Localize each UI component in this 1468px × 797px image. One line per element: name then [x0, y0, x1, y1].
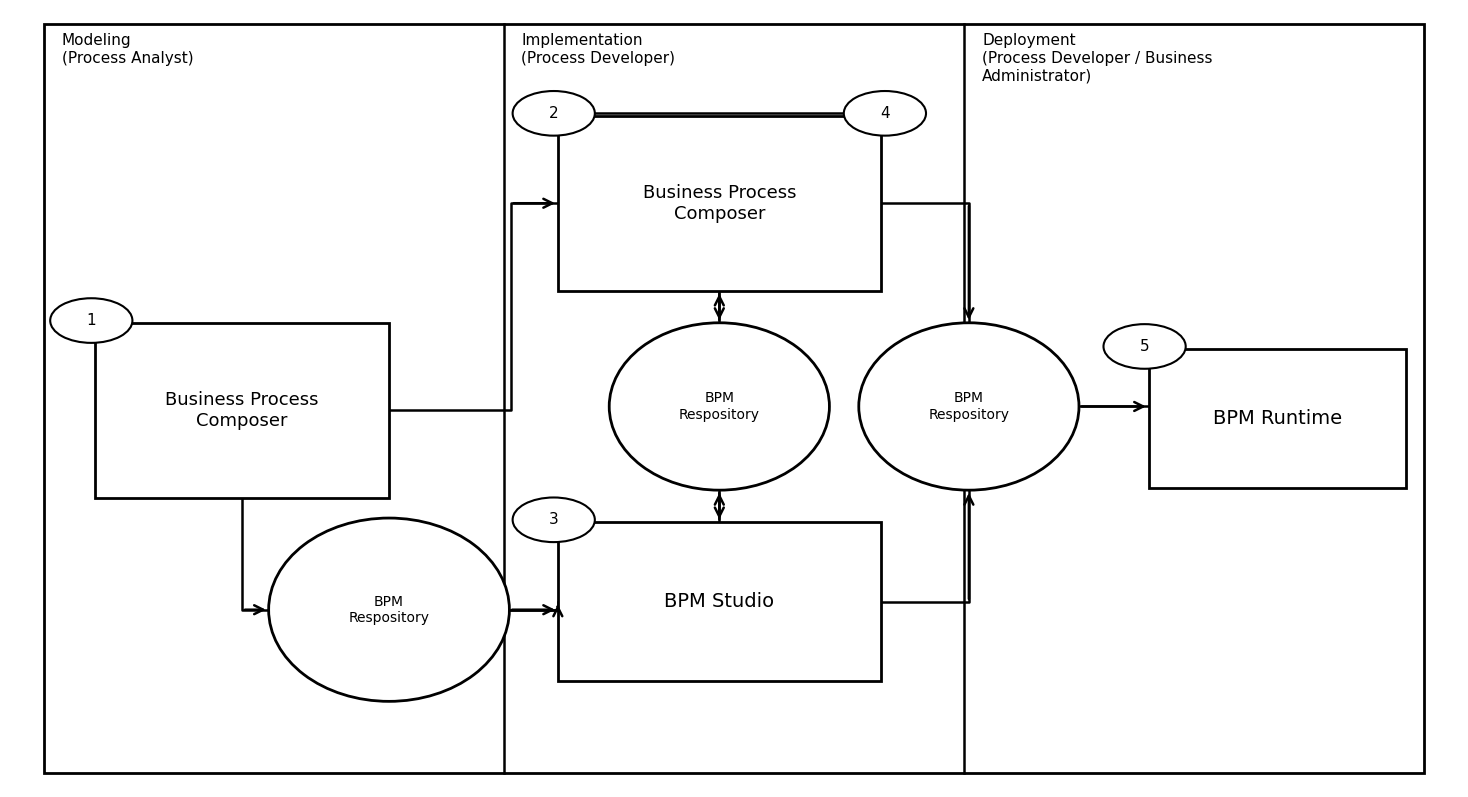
Bar: [1148, 349, 1406, 488]
Text: BPM
Respository: BPM Respository: [678, 391, 760, 422]
Circle shape: [844, 91, 926, 135]
Text: 2: 2: [549, 106, 558, 121]
Text: Implementation
(Process Developer): Implementation (Process Developer): [521, 33, 675, 66]
Ellipse shape: [609, 323, 829, 490]
Text: 3: 3: [549, 512, 559, 528]
Text: 5: 5: [1139, 339, 1149, 354]
Text: Business Process
Composer: Business Process Composer: [643, 184, 796, 222]
Text: BPM
Respository: BPM Respository: [348, 595, 430, 625]
Text: BPM Runtime: BPM Runtime: [1213, 409, 1342, 428]
Bar: [558, 522, 881, 681]
Text: BPM Studio: BPM Studio: [664, 592, 775, 611]
Text: 1: 1: [87, 313, 95, 328]
Text: 4: 4: [881, 106, 890, 121]
Text: Modeling
(Process Analyst): Modeling (Process Analyst): [62, 33, 194, 66]
Text: Business Process
Composer: Business Process Composer: [166, 391, 319, 430]
Text: BPM
Respository: BPM Respository: [928, 391, 1010, 422]
Circle shape: [50, 298, 132, 343]
Circle shape: [512, 497, 595, 542]
Bar: [95, 323, 389, 498]
Ellipse shape: [859, 323, 1079, 490]
Circle shape: [512, 91, 595, 135]
Text: Deployment
(Process Developer / Business
Administrator): Deployment (Process Developer / Business…: [982, 33, 1213, 83]
Bar: [558, 116, 881, 291]
Ellipse shape: [269, 518, 509, 701]
Circle shape: [1104, 324, 1186, 369]
